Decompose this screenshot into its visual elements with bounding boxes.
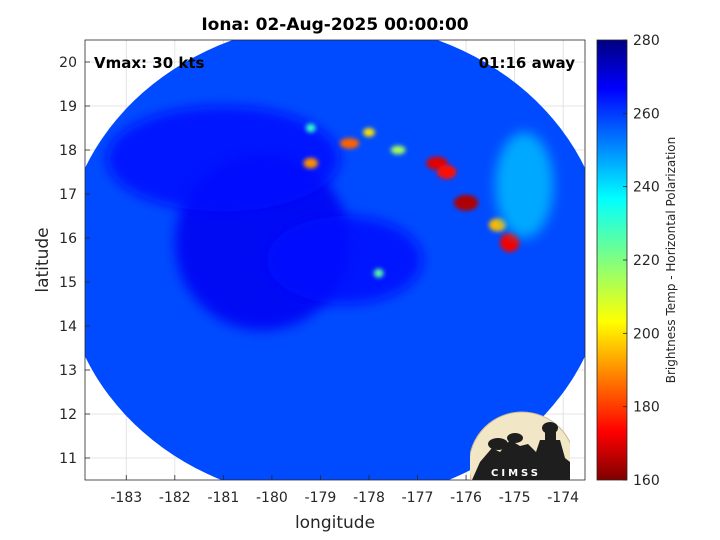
- x-tick-label: -180: [256, 490, 288, 506]
- colorbar-label: Brightness Temp - Horizontal Polarizatio…: [664, 137, 678, 384]
- y-tick-label: 13: [59, 363, 77, 379]
- y-tick-label: 12: [59, 407, 77, 423]
- x-tick-label: -183: [110, 490, 142, 506]
- feature-convective-cell-4: [390, 145, 406, 155]
- feature-convective-cell-2: [303, 157, 319, 169]
- feature-northwest-arc: [106, 106, 340, 212]
- logo-dish-icon-2: [507, 433, 523, 443]
- y-tick-label: 20: [59, 55, 77, 71]
- feature-layer: [106, 106, 554, 331]
- y-tick-label: 19: [59, 99, 77, 115]
- x-tick-label: -182: [159, 490, 191, 506]
- colorbar-tick-label: 200: [633, 326, 660, 342]
- logo-silhouette: [472, 424, 570, 480]
- logo-text: CIMSS: [491, 468, 541, 479]
- y-tick-label: 16: [59, 231, 77, 247]
- y-tick-label: 18: [59, 143, 77, 159]
- chart-title: Iona: 02-Aug-2025 00:00:00: [201, 15, 468, 35]
- data-layer: [85, 40, 585, 480]
- x-axis-ticks: -183 -182 -181 -180 -179 -178 -177 -176 -175 -174: [110, 475, 579, 506]
- colorbar: 160 180 200 220 240 260 280 Brightness Temp - …: [596, 33, 678, 489]
- y-tick-label: 11: [59, 451, 77, 467]
- colorbar-tick-label: 280: [633, 33, 660, 49]
- y-axis-label: latitude: [33, 227, 53, 292]
- feature-central-band: [267, 216, 423, 304]
- x-tick-label: -181: [207, 490, 239, 506]
- feature-convective-cell-6: [305, 123, 316, 133]
- colorbar-gradient: [596, 39, 628, 481]
- feature-outer-rainband-south: [500, 232, 520, 253]
- x-tick-label: -179: [305, 490, 337, 506]
- x-tick-label: -174: [547, 490, 579, 506]
- x-tick-label: -175: [499, 490, 531, 506]
- logo-dish-icon: [488, 438, 508, 450]
- feature-outer-rainband-core: [453, 194, 479, 211]
- vmax-annotation: Vmax: 30 kts: [94, 54, 204, 72]
- x-tick-label: -177: [402, 490, 434, 506]
- feature-convective-cell-3: [363, 127, 375, 137]
- feature-outer-rainband: [436, 164, 457, 180]
- y-tick-label: 15: [59, 275, 77, 291]
- feature-convective-cell-5: [373, 268, 384, 278]
- axes-box: [84, 39, 586, 481]
- x-axis-label: longitude: [295, 513, 375, 533]
- colorbar-tick-label: 160: [633, 473, 660, 489]
- feature-eastern-band: [495, 132, 554, 238]
- colorbar-tick-label: 180: [633, 400, 660, 416]
- x-tick-label: -178: [353, 490, 385, 506]
- feature-outer-rainband-tail: [488, 218, 507, 232]
- x-tick-label: -176: [450, 490, 482, 506]
- colorbar-tick-label: 260: [633, 106, 660, 122]
- logo-water-tower-icon: [542, 422, 558, 434]
- colorbar-ticks: 160 180 200 220 240 260 280: [623, 33, 660, 489]
- y-tick-label: 14: [59, 319, 77, 335]
- colorbar-tick-label: 220: [633, 253, 660, 269]
- y-axis-ticks: 11 12 13 14 15 16 17 18 19 20: [59, 55, 90, 467]
- cimss-logo: CIMSS: [470, 411, 570, 480]
- y-tick-label: 17: [59, 187, 77, 203]
- colorbar-tick-label: 240: [633, 180, 660, 196]
- feature-convective-cell-1: [339, 138, 360, 149]
- time-away-annotation: 01:16 away: [479, 54, 576, 72]
